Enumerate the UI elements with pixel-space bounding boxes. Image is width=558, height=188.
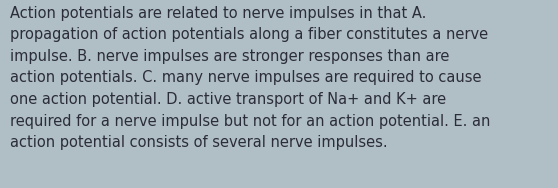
Text: Action potentials are related to nerve impulses in that A.
propagation of action: Action potentials are related to nerve i…	[10, 6, 490, 150]
